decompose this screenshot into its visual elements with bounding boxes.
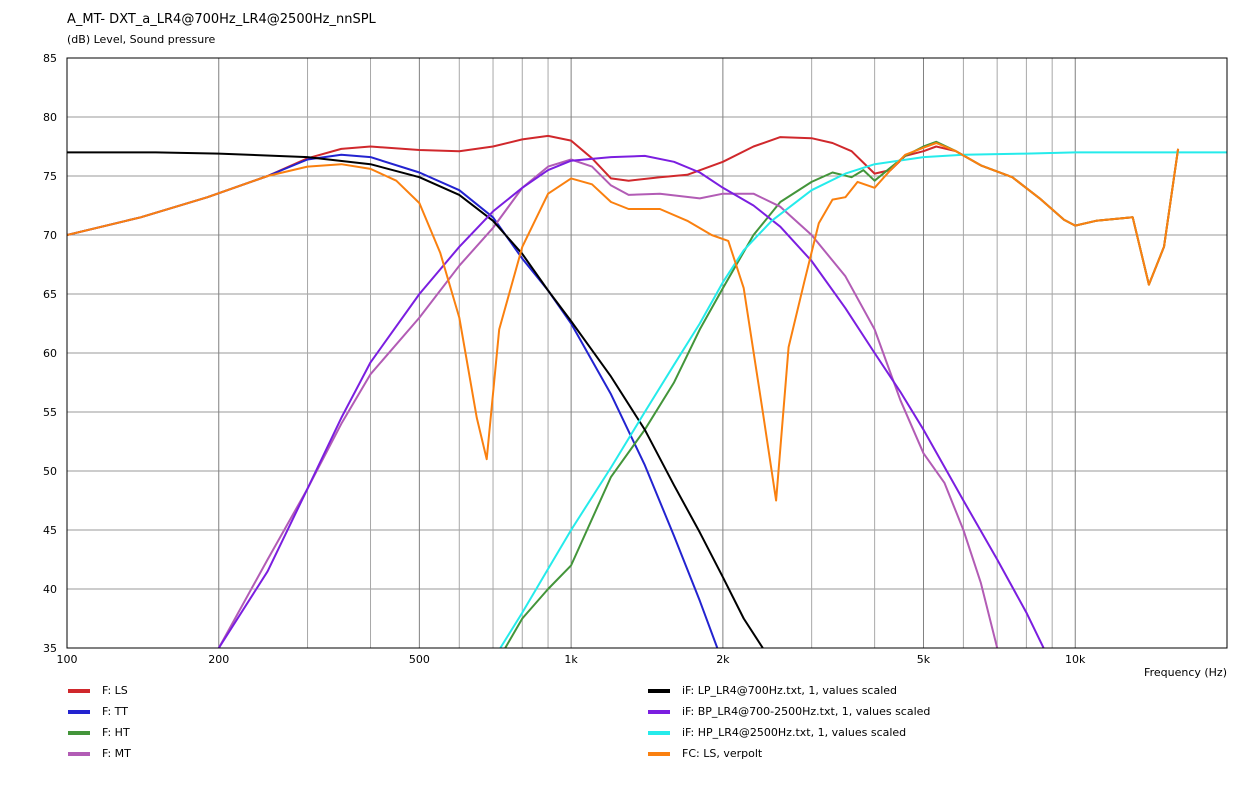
series-line-3: [217, 158, 999, 648]
y-tick-label: 80: [43, 111, 57, 124]
series-line-7: [67, 142, 1180, 502]
series-line-5: [217, 154, 1045, 648]
legend-label: F: LS: [102, 684, 128, 697]
y-tick-label: 65: [43, 288, 57, 301]
x-axis-label: Frequency (Hz): [1144, 666, 1227, 679]
y-axis-ticks: 35 40 45 50 55 60 65 70 75 80 85: [43, 52, 57, 655]
x-tick-label: 5k: [917, 653, 931, 666]
x-tick-label: 10k: [1065, 653, 1086, 666]
x-tick-label: 500: [409, 653, 430, 666]
y-tick-label: 40: [43, 583, 57, 596]
series-line-4: [67, 151, 764, 648]
y-tick-label: 55: [43, 406, 57, 419]
legend-swatch: [648, 710, 670, 714]
x-axis-ticks: 100 200 500 1k 2k 5k 10k: [57, 653, 1087, 666]
y-tick-label: 45: [43, 524, 57, 537]
legend-swatch: [68, 752, 90, 756]
legend-label: F: MT: [102, 747, 131, 760]
series-line-0: [67, 134, 1180, 286]
legend-label: iF: LP_LR4@700Hz.txt, 1, values scaled: [682, 684, 898, 697]
x-tick-label: 1k: [564, 653, 578, 666]
y-tick-label: 85: [43, 52, 57, 65]
chart-plot-area: [67, 134, 1227, 648]
legend-label: FC: LS, verpolt: [682, 747, 763, 760]
x-tick-label: 200: [208, 653, 229, 666]
series-line-2: [504, 140, 1180, 648]
series-line-6: [499, 151, 1227, 648]
y-tick-label: 60: [43, 347, 57, 360]
y-tick-label: 70: [43, 229, 57, 242]
legend-swatch: [648, 689, 670, 693]
legend-swatch: [68, 710, 90, 714]
legend-label: iF: HP_LR4@2500Hz.txt, 1, values scaled: [682, 726, 907, 739]
legend-label: iF: BP_LR4@700-2500Hz.txt, 1, values sca…: [682, 705, 931, 718]
legend-swatch: [648, 731, 670, 735]
chart-grid: [66, 57, 1228, 649]
plot-frame: [66, 57, 1228, 649]
chart-title: A_MT- DXT_a_LR4@700Hz_LR4@2500Hz_nnSPL: [67, 12, 376, 27]
legend-swatch: [68, 689, 90, 693]
x-tick-label: 100: [57, 653, 78, 666]
y-axis-label: (dB) Level, Sound pressure: [67, 33, 216, 46]
legend-label: F: TT: [102, 705, 128, 718]
y-tick-label: 75: [43, 170, 57, 183]
y-tick-label: 35: [43, 642, 57, 655]
series-line-1: [67, 153, 719, 648]
legend-swatch: [648, 752, 670, 756]
legend-swatch: [68, 731, 90, 735]
y-tick-label: 50: [43, 465, 57, 478]
x-tick-label: 2k: [716, 653, 730, 666]
legend-label: F: HT: [102, 726, 130, 739]
